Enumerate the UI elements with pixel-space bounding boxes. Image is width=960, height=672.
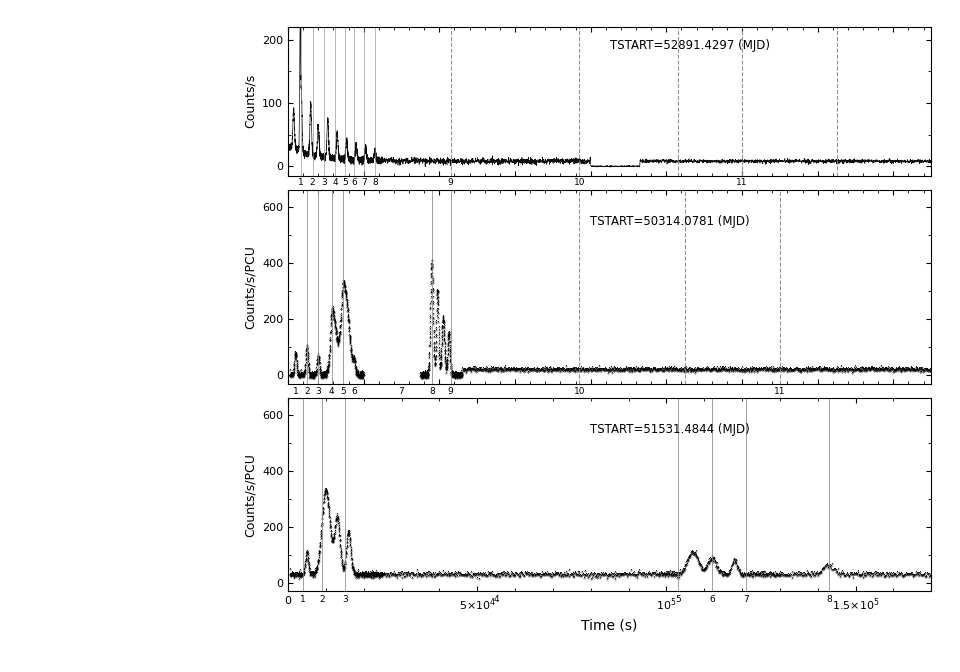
Text: 8: 8	[372, 178, 378, 187]
Text: 2: 2	[320, 595, 324, 603]
Text: TSTART=51531.4844 (MJD): TSTART=51531.4844 (MJD)	[590, 423, 750, 435]
Text: 10: 10	[573, 178, 585, 187]
Text: 3: 3	[321, 178, 326, 187]
Text: 5: 5	[340, 387, 346, 396]
Text: 5: 5	[342, 178, 348, 187]
Text: 9: 9	[447, 387, 453, 396]
Text: 1: 1	[300, 595, 306, 603]
Text: 4: 4	[493, 595, 499, 603]
Text: 3: 3	[316, 387, 322, 396]
Text: 2: 2	[310, 178, 316, 187]
X-axis label: Time (s): Time (s)	[582, 618, 637, 632]
Text: 2: 2	[304, 387, 310, 396]
Text: 7: 7	[361, 178, 367, 187]
Text: 6: 6	[351, 178, 357, 187]
Text: 10: 10	[573, 387, 585, 396]
Text: 7: 7	[743, 595, 749, 603]
Y-axis label: Counts/s/PCU: Counts/s/PCU	[244, 453, 256, 536]
Text: TSTART=52891.4297 (MJD): TSTART=52891.4297 (MJD)	[610, 39, 770, 52]
Text: 1: 1	[293, 387, 299, 396]
Text: 4: 4	[328, 387, 334, 396]
Text: 6: 6	[708, 595, 714, 603]
Text: 11: 11	[736, 178, 748, 187]
Text: 11: 11	[774, 387, 785, 396]
Text: 4: 4	[332, 178, 338, 187]
Text: 9: 9	[447, 178, 453, 187]
Text: 8: 8	[827, 595, 832, 603]
Y-axis label: Counts/s: Counts/s	[244, 74, 256, 128]
Text: 5: 5	[675, 595, 681, 603]
Text: 1: 1	[299, 178, 304, 187]
Text: TSTART=50314.0781 (MJD): TSTART=50314.0781 (MJD)	[590, 215, 750, 228]
Text: 7: 7	[398, 387, 404, 396]
Text: 3: 3	[342, 595, 348, 603]
Text: 8: 8	[429, 387, 435, 396]
Y-axis label: Counts/s/PCU: Counts/s/PCU	[244, 245, 256, 329]
Text: 6: 6	[351, 387, 357, 396]
